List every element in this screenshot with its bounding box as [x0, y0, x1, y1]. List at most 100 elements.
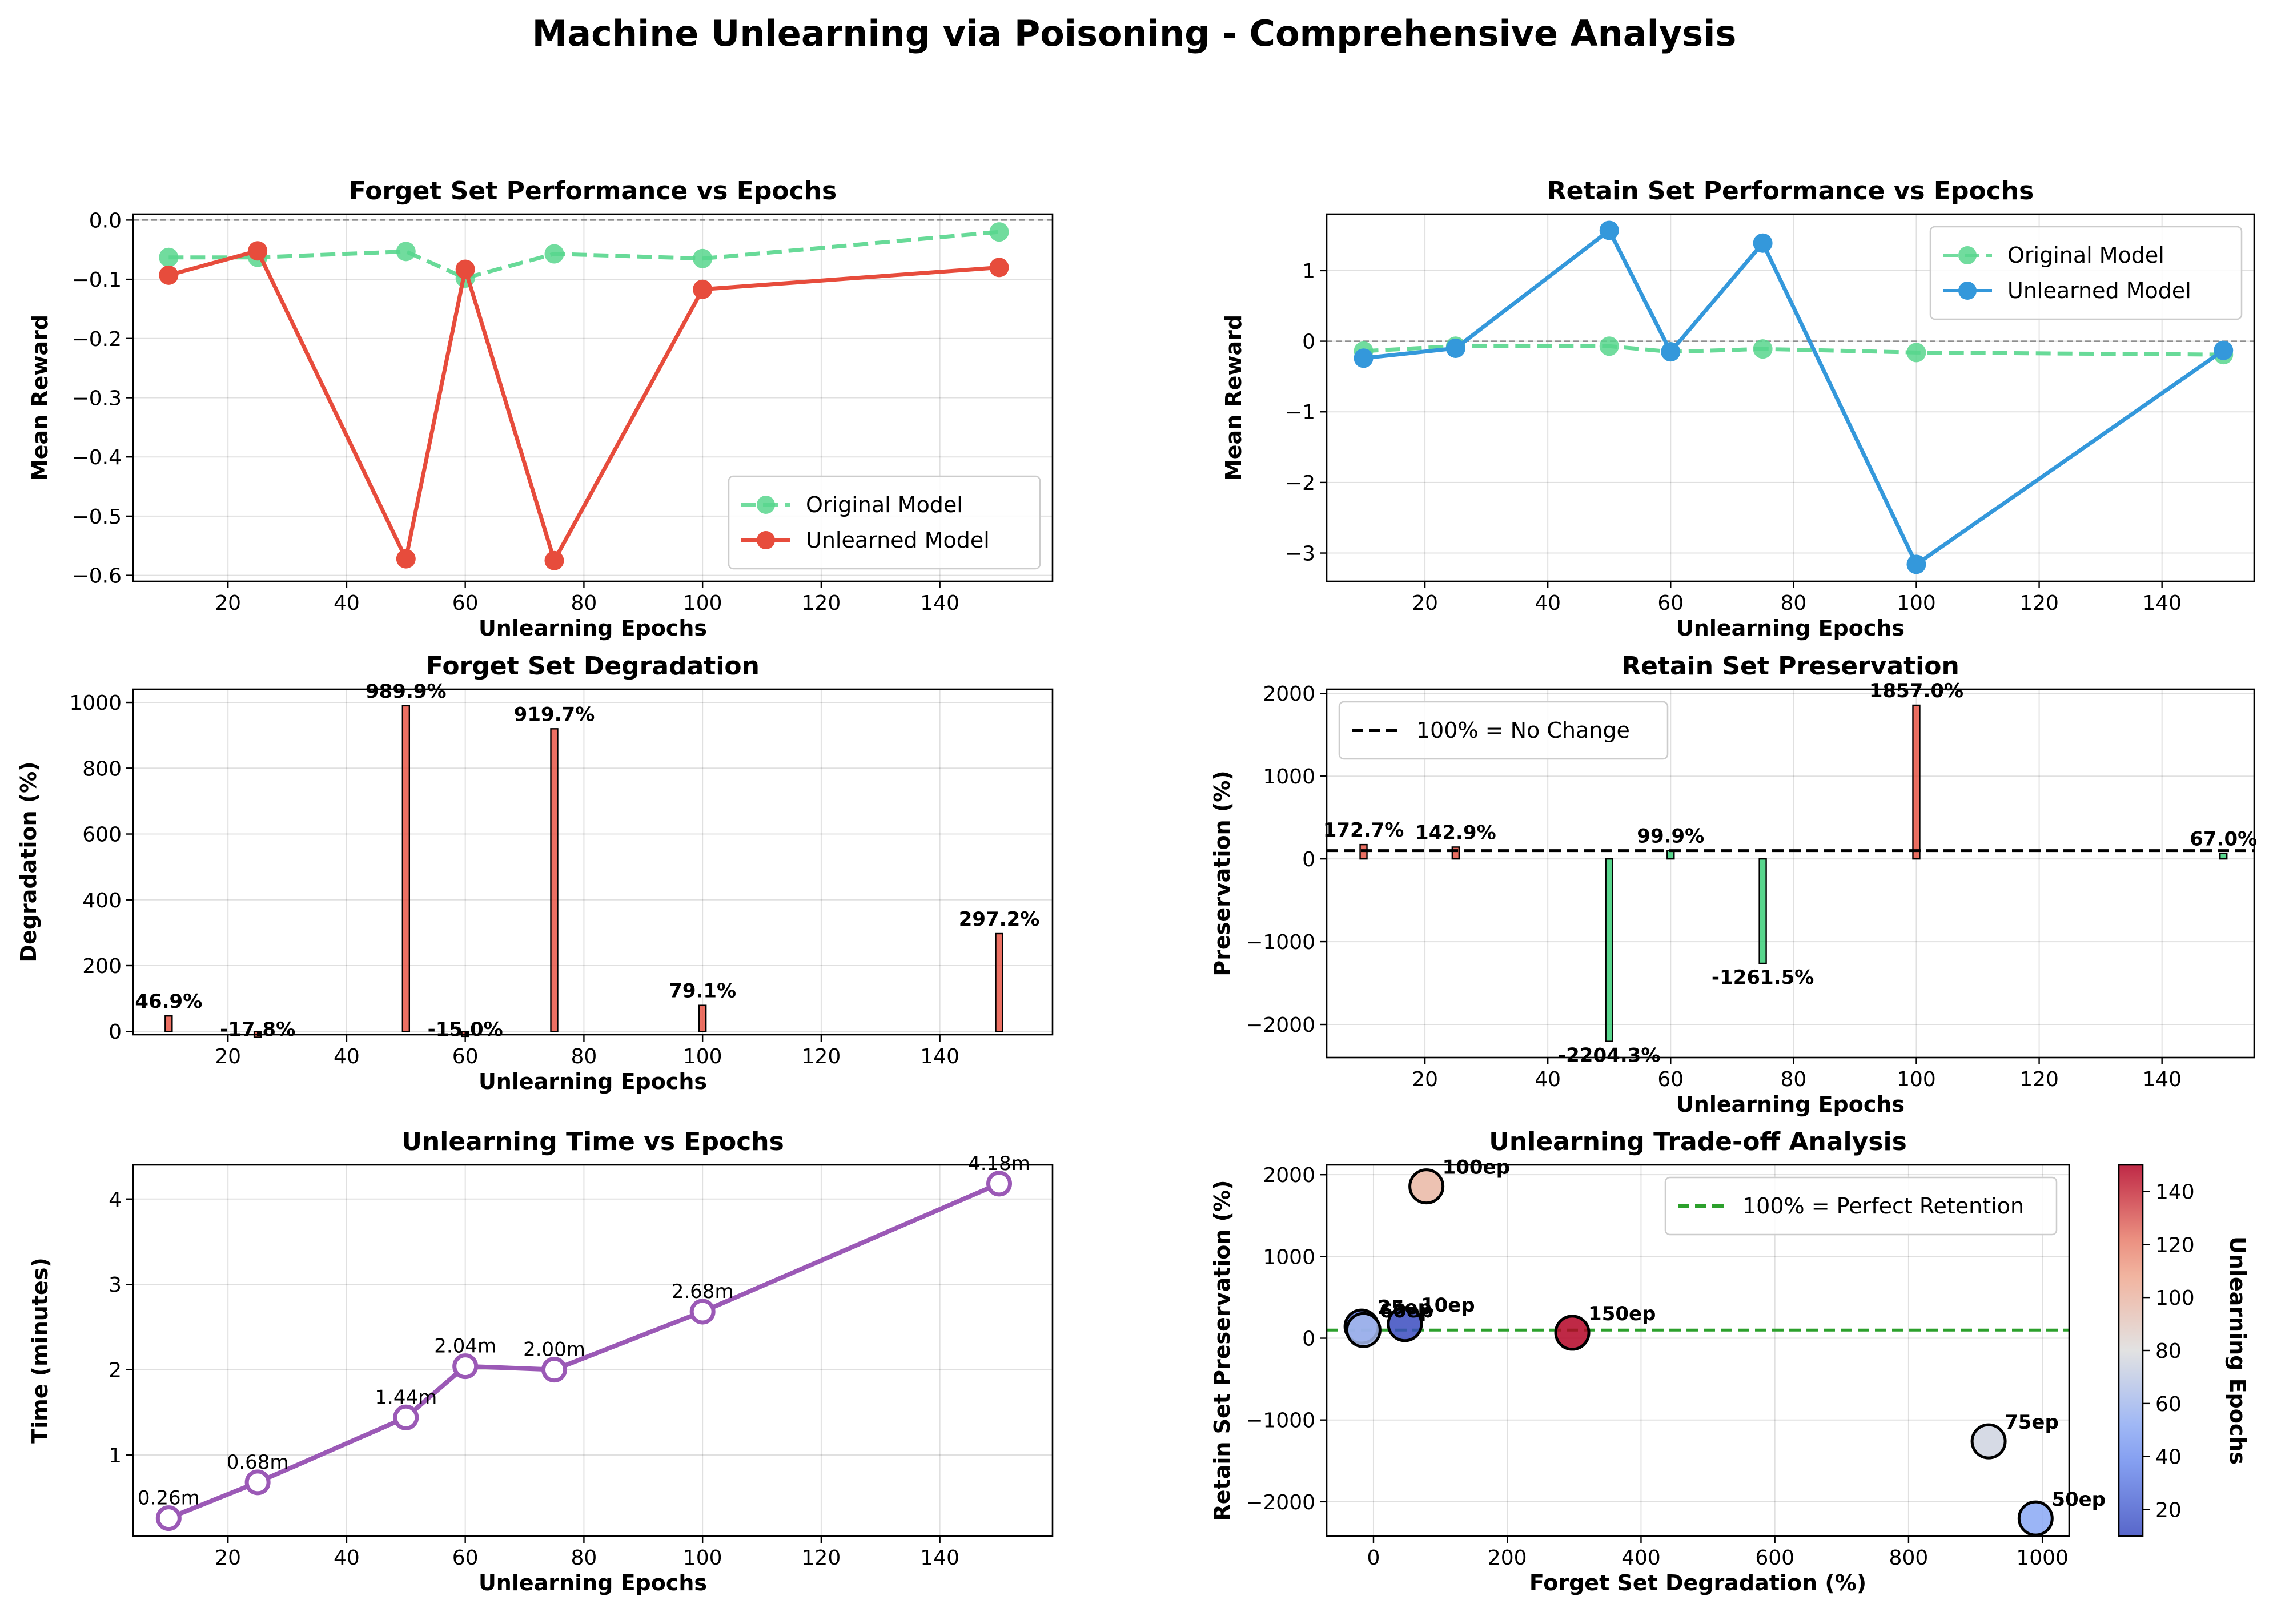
data-point [689, 1299, 716, 1325]
data-point [544, 550, 564, 570]
y-axis-label: Mean Reward [1221, 315, 1246, 481]
bar-data-label: -2204.3% [1558, 1044, 1660, 1067]
axes-frame [132, 1164, 1054, 1537]
x-tick-label: 600 [1755, 1546, 1794, 1570]
x-tick-label: 80 [571, 592, 597, 615]
bar-data-label: 67.0% [2190, 827, 2257, 850]
panel-title: Retain Set Performance vs Epochs [1547, 176, 2034, 206]
x-tick-label: 20 [215, 1546, 241, 1570]
data-point [244, 1469, 271, 1496]
y-tick-label: −3 [1285, 542, 1315, 566]
data-point [986, 1171, 1013, 1197]
x-tick-label: 60 [452, 1045, 479, 1068]
axes-frame [132, 688, 1054, 1036]
x-tick-label: 140 [920, 1045, 959, 1068]
data-point [541, 1357, 567, 1383]
y-tick-label: −2 [1285, 472, 1315, 495]
scatter-point [1345, 1312, 1382, 1348]
data-point [693, 279, 713, 299]
point-data-label: 150ep [1588, 1303, 1656, 1325]
bar-data-label: 79.1% [669, 980, 736, 1003]
y-tick-label: 600 [82, 823, 122, 847]
y-tick-label: 200 [82, 955, 122, 978]
data-point [693, 248, 713, 268]
x-tick-label: 40 [334, 1045, 360, 1068]
data-point [1599, 220, 1619, 240]
y-tick-label: 2000 [1263, 1164, 1315, 1187]
colorbar-tick-label: 100 [2155, 1287, 2195, 1310]
data-point [455, 259, 475, 279]
bar-data-label: -17.8% [220, 1018, 295, 1041]
colorbar-label: Unlearning Epochs [2225, 1236, 2250, 1465]
data-point [396, 242, 416, 262]
x-tick-label: 140 [920, 1546, 959, 1570]
x-tick-label: 20 [215, 592, 241, 615]
panel-tradeoff: 0 200 400 600 800 1000 2000 1000 0 −1000 −2000 Unle… [1210, 1127, 2106, 1595]
x-axis-label: Forget Set Degradation (%) [1529, 1570, 1866, 1595]
data-point [159, 265, 179, 285]
y-tick-label: 4 [109, 1188, 122, 1212]
legend-box [1338, 701, 1669, 760]
data-point [1661, 342, 1681, 362]
x-tick-label: 80 [571, 1045, 597, 1068]
bar [1451, 846, 1460, 860]
x-tick-label: 40 [334, 1546, 360, 1570]
data-point [1599, 336, 1619, 356]
x-tick-label: 120 [802, 1546, 841, 1570]
data-point [248, 241, 268, 261]
x-tick-label: 80 [1780, 1068, 1806, 1091]
y-tick-label: 1000 [69, 692, 122, 715]
x-tick-label: 120 [802, 592, 841, 615]
point-data-label: 1.44m [375, 1386, 437, 1409]
data-point [1906, 343, 1926, 363]
y-tick-label: 400 [82, 889, 122, 913]
legend-marker [1958, 246, 1977, 264]
bar [401, 705, 411, 1032]
y-tick-label: −2000 [1246, 1014, 1315, 1037]
bar-data-label: 142.9% [1415, 821, 1496, 844]
bar [1758, 858, 1767, 964]
y-tick-label: 2 [109, 1359, 122, 1382]
x-tick-label: 60 [1657, 1068, 1684, 1091]
y-tick-label: 1 [1302, 260, 1315, 283]
legend-label: Original Model [806, 492, 963, 517]
x-axis-label: Unlearning Epochs [1676, 616, 1905, 641]
panel-title: Retain Set Preservation [1621, 652, 1959, 681]
bar-data-label: 297.2% [959, 908, 1040, 931]
data-point [1354, 348, 1374, 368]
panel-title: Unlearning Trade-off Analysis [1489, 1127, 1907, 1156]
x-tick-label: 20 [215, 1045, 241, 1068]
bar [461, 1031, 469, 1038]
colorbar-tick-label: 40 [2155, 1446, 2182, 1469]
legend: Original Model Unlearned Model [1929, 226, 2243, 320]
point-data-label: 2.68m [672, 1280, 734, 1303]
colorbar-tick-label: 120 [2155, 1233, 2195, 1257]
data-point [159, 247, 179, 267]
x-tick-label: 60 [452, 1546, 479, 1570]
y-tick-label: −2000 [1246, 1491, 1315, 1514]
legend-label: Unlearned Model [2007, 278, 2191, 303]
colorbar-tick-label: 80 [2155, 1340, 2182, 1363]
y-tick-label: 1000 [1263, 1245, 1315, 1269]
x-axis-label: Unlearning Epochs [1676, 1092, 1905, 1117]
panel-title: Unlearning Time vs Epochs [401, 1127, 784, 1156]
x-tick-label: 40 [334, 592, 360, 615]
bar-data-label: 99.9% [1637, 825, 1704, 848]
y-tick-label: −0.6 [72, 565, 122, 588]
x-axis-label: Unlearning Epochs [479, 1570, 707, 1595]
y-axis-label: Mean Reward [27, 315, 53, 481]
point-data-label: 2.00m [523, 1338, 585, 1361]
x-tick-label: 1000 [2016, 1546, 2069, 1570]
bar-data-label: 1857.0% [1869, 680, 1963, 702]
point-data-label: 25ep [1378, 1296, 1432, 1319]
legend-label: Original Model [2007, 243, 2164, 268]
legend-marker [757, 496, 775, 514]
data-point [155, 1505, 182, 1531]
point-data-label: 75ep [2005, 1411, 2059, 1434]
x-tick-label: 120 [802, 1045, 841, 1068]
x-tick-label: 120 [2019, 1068, 2059, 1091]
colorbar: 20 40 60 80 100 120 140 Unlearning Epochs [2118, 1164, 2250, 1537]
x-tick-label: 100 [683, 1546, 722, 1570]
data-point [393, 1404, 419, 1430]
